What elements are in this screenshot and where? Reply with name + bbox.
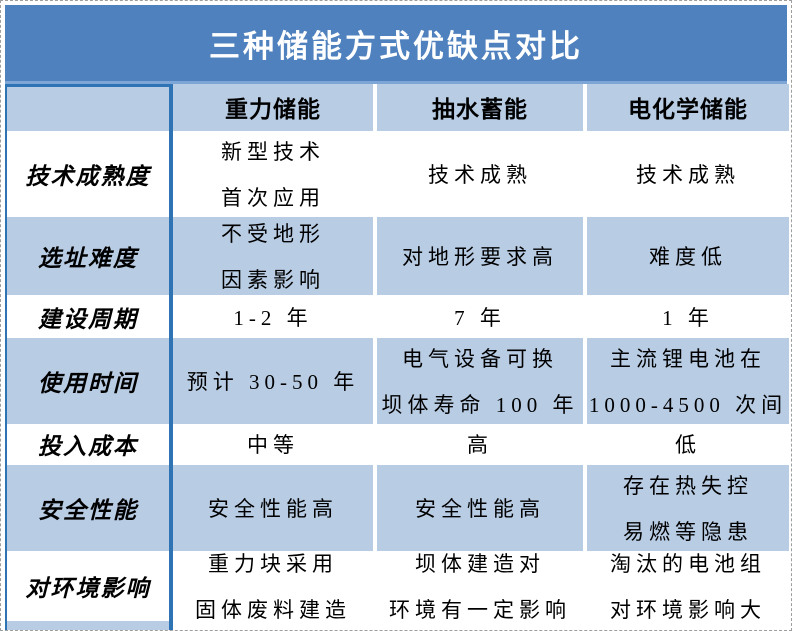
table-cell: 预计 30-50 年 [173,337,377,424]
row-label: 投入成本 [5,423,173,466]
table-row-safety-performance: 安全性能 安全性能高 安全性能高 存在热失控 易燃等隐患 [5,465,789,552]
header-row: 重力储能 抽水蓄能 电化学储能 [5,84,789,131]
table-cell: 安全性能高 [377,465,587,552]
table-cell: 高 [377,423,587,466]
table-cell: 淘汰的电池组 对环境影响大 [587,551,789,622]
table-cell: 低 [587,423,789,466]
column-header-electrochemical: 电化学储能 [587,84,789,131]
column-header-label: 抽水蓄能 [432,96,528,123]
row-label: 安全性能 [5,465,173,552]
comparison-table[interactable]: 重力储能 抽水蓄能 电化学储能 技术成熟度 新型技术 首次应用 技术成熟 技术成… [5,84,789,630]
table-cell: 对地形要求高 [377,217,587,296]
column-header-pumped-hydro: 抽水蓄能 [377,84,587,131]
row-label: 建设周期 [5,295,173,338]
row-label: 使用时间 [5,337,173,424]
table-cell: 主流锂电池在 1000-4500 次间 [587,337,789,424]
column-header-label: 电化学储能 [628,96,748,123]
table-cell [587,621,789,630]
table-cell: 中等 [173,423,377,466]
table-row-service-life: 使用时间 预计 30-50 年 电气设备可换 坝体寿命 100 年 主流锂电池在… [5,337,789,424]
table-cell [173,621,377,630]
table-row-tech-maturity: 技术成熟度 新型技术 首次应用 技术成熟 技术成熟 [5,130,789,218]
table-cell: 安全性能高 [173,465,377,552]
table-cell: 难度低 [587,217,789,296]
table-row-clipped [5,621,789,630]
table-cell: 重力块采用 固体废料建造 [173,551,377,622]
table-cell: 存在热失控 易燃等隐患 [587,465,789,552]
table-row-siting-difficulty: 选址难度 不受地形 因素影响 对地形要求高 难度低 [5,217,789,296]
row-label: 选址难度 [5,217,173,296]
table-cell: 坝体建造对 环境有一定影响 [377,551,587,622]
table-cell: 技术成熟 [377,130,587,218]
table-cell [377,621,587,630]
table-row-construction-period: 建设周期 1-2 年 7 年 1 年 [5,295,789,338]
table-cell: 1 年 [587,295,789,338]
table-cell: 不受地形 因素影响 [173,217,377,296]
table-cell: 技术成熟 [587,130,789,218]
row-label: 技术成熟度 [5,130,173,218]
table-cell: 新型技术 首次应用 [173,130,377,218]
table-row-environmental-impact: 对环境影响 重力块采用 固体废料建造 坝体建造对 环境有一定影响 淘汰的电池组 … [5,551,789,622]
corner-cell [5,84,173,131]
row-label [5,621,173,630]
table-cell: 电气设备可换 坝体寿命 100 年 [377,337,587,424]
row-label: 对环境影响 [5,551,173,622]
column-header-label: 重力储能 [225,96,321,123]
table-cell: 7 年 [377,295,587,338]
column-header-gravity-storage: 重力储能 [173,84,377,131]
table-row-investment-cost: 投入成本 中等 高 低 [5,423,789,466]
table-cell: 1-2 年 [173,295,377,338]
page-title: 三种储能方式优缺点对比 [209,28,583,64]
table-title-bar[interactable]: 三种储能方式优缺点对比 [5,5,787,84]
